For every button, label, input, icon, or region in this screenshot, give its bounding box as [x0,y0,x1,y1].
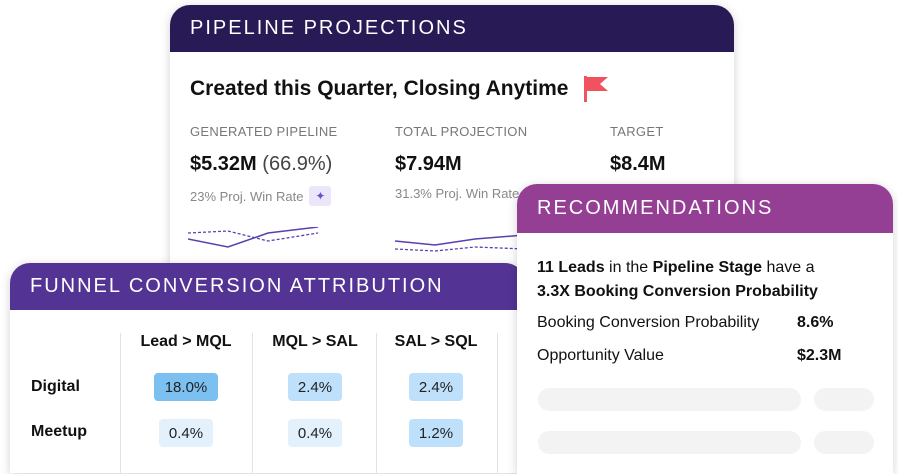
kpi-generated-pipeline: GENERATED PIPELINE $5.32M (66.9%) 23% Pr… [190,124,337,206]
stage: Pipeline Stage [652,259,763,276]
table-cell[interactable]: 0.4% [159,419,213,447]
divider [120,333,121,473]
sparkle-icon[interactable]: ✦ [309,186,332,206]
metric-label: Booking Conversion Probability [537,314,760,331]
divider [376,333,377,473]
table-cell[interactable]: 2.4% [409,373,463,401]
text: in the [604,259,653,276]
table-cell[interactable]: 1.2% [409,419,463,447]
lead-count[interactable]: 11 Leads [537,259,605,276]
metric-row: Booking Conversion Probability 8.6% [537,314,857,332]
percent: (66.9%) [262,153,333,175]
divider [252,333,253,473]
table-cell[interactable]: 18.0% [154,373,218,401]
kpi-value: $5.32M (66.9%) [190,153,337,176]
section-subtitle: Created this Quarter, Closing Anytime [190,75,610,103]
win-rate: 31.3% Proj. Win Rate [395,186,520,201]
sparkline-generated [188,227,319,248]
kpi-label: TARGET [610,124,664,139]
metric-value: $2.3M [797,347,842,364]
row-label: Meetup [31,423,87,440]
card-header: RECOMMENDATIONS [517,184,893,233]
card-header: PIPELINE PROJECTIONS [170,5,734,52]
recommendations-card: RECOMMENDATIONS 11 Leads in the Pipeline… [517,184,893,474]
kpi-value: $8.4M [610,153,666,175]
kpi-label: GENERATED PIPELINE [190,124,338,139]
metric-label: Opportunity Value [537,347,664,364]
win-rate: 23% Proj. Win Rate [190,188,304,204]
metric-row: Opportunity Value $2.3M [537,347,857,365]
probability: 3.3X Booking Conversion Probability [537,283,818,300]
card-header: FUNNEL CONVERSION ATTRIBUTION [10,263,525,310]
table-cell[interactable]: 2.4% [288,373,342,401]
column-header: MQL > SAL [272,333,358,350]
funnel-conversion-card: FUNNEL CONVERSION ATTRIBUTION Lead > MQL… [10,263,525,473]
text: have a [762,259,815,276]
placeholder-bar [814,388,874,411]
column-header: SAL > SQL [394,333,478,350]
placeholder-bar [538,431,801,454]
kpi-label: TOTAL PROJECTION [395,124,528,139]
metric-value: 8.6% [797,314,834,331]
kpi-value: $7.94M [395,153,462,175]
kpi-target: TARGET $8.4M [610,124,666,176]
table-cell[interactable]: 0.4% [288,419,342,447]
recommendation-text: 11 Leads in the Pipeline Stage have a 3.… [537,256,818,304]
row-label: Digital [31,378,80,395]
kpi-total-projection: TOTAL PROJECTION $7.94M 31.3% Proj. Win … [395,124,527,201]
placeholder-bar [538,388,801,411]
divider [497,333,498,473]
flag-icon[interactable] [582,75,610,103]
sparkline-projection [395,234,526,252]
column-header: Lead > MQL [140,333,232,350]
placeholder-bar [814,431,874,454]
pipeline-projections-card: PIPELINE PROJECTIONS Created this Quarte… [170,5,734,305]
value: $5.32M [190,153,257,175]
subtitle-text: Created this Quarter, Closing Anytime [190,77,569,100]
